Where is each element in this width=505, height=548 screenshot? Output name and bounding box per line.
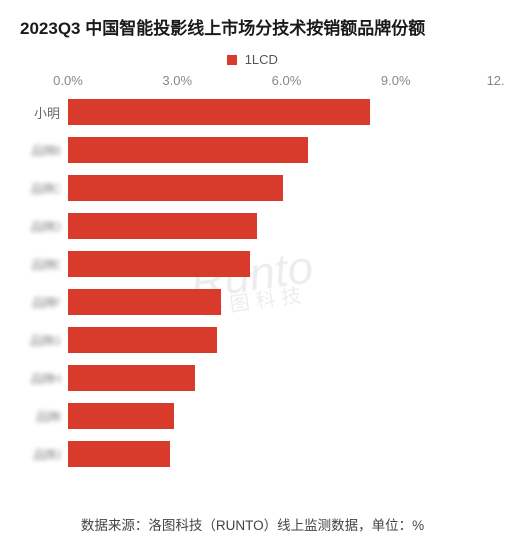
bar-row: 品牌D xyxy=(0,207,505,245)
bar-track xyxy=(68,283,505,321)
bar xyxy=(68,365,195,391)
bar-row: 品牌C xyxy=(0,169,505,207)
bar-track xyxy=(68,321,505,359)
bar xyxy=(68,441,170,467)
bar xyxy=(68,403,174,429)
bar-track xyxy=(68,435,505,473)
x-tick: 0.0% xyxy=(53,73,83,88)
bar-track xyxy=(68,93,505,131)
bar xyxy=(68,175,283,201)
category-label: 品牌B xyxy=(0,142,68,159)
bar-row: 品牌H xyxy=(0,359,505,397)
x-tick: 6.0% xyxy=(272,73,302,88)
category-label: 品牌F xyxy=(0,294,68,311)
legend: 1LCD xyxy=(0,51,505,67)
bar xyxy=(68,327,217,353)
x-tick: 3.0% xyxy=(162,73,192,88)
category-label: 品牌I xyxy=(0,408,68,425)
bar-track xyxy=(68,359,505,397)
bar-track xyxy=(68,397,505,435)
bar-track xyxy=(68,169,505,207)
bar-row: 品牌E xyxy=(0,245,505,283)
category-label: 品牌G xyxy=(0,332,68,349)
bar xyxy=(68,213,257,239)
bar-track xyxy=(68,131,505,169)
bar xyxy=(68,289,221,315)
bar xyxy=(68,137,308,163)
chart-title: 2023Q3 中国智能投影线上市场分技术按销额品牌份额 xyxy=(0,0,505,45)
bar-row: 品牌B xyxy=(0,131,505,169)
legend-label: 1LCD xyxy=(245,52,278,67)
category-label: 品牌J xyxy=(0,446,68,463)
bar xyxy=(68,251,250,277)
category-label: 品牌C xyxy=(0,180,68,197)
bar-row: 品牌F xyxy=(0,283,505,321)
x-axis: 0.0% 3.0% 6.0% 9.0% 12.0% xyxy=(0,71,505,93)
legend-swatch xyxy=(227,55,237,65)
bar-row: 小明 xyxy=(0,93,505,131)
bar-row: 品牌I xyxy=(0,397,505,435)
category-label: 品牌H xyxy=(0,370,68,387)
bar-row: 品牌G xyxy=(0,321,505,359)
source-note: 数据来源：洛图科技（RUNTO）线上监测数据，单位：% xyxy=(0,514,505,534)
bar-row: 品牌J xyxy=(0,435,505,473)
bar xyxy=(68,99,370,125)
category-label: 小明 xyxy=(0,103,68,122)
bar-track xyxy=(68,245,505,283)
category-label: 品牌D xyxy=(0,218,68,235)
x-tick: 12.0% xyxy=(487,73,505,88)
bar-area: Runto 洛图科技 小明品牌B品牌C品牌D品牌E品牌F品牌G品牌H品牌I品牌J xyxy=(0,93,505,473)
bar-track xyxy=(68,207,505,245)
category-label: 品牌E xyxy=(0,256,68,273)
x-tick: 9.0% xyxy=(381,73,411,88)
